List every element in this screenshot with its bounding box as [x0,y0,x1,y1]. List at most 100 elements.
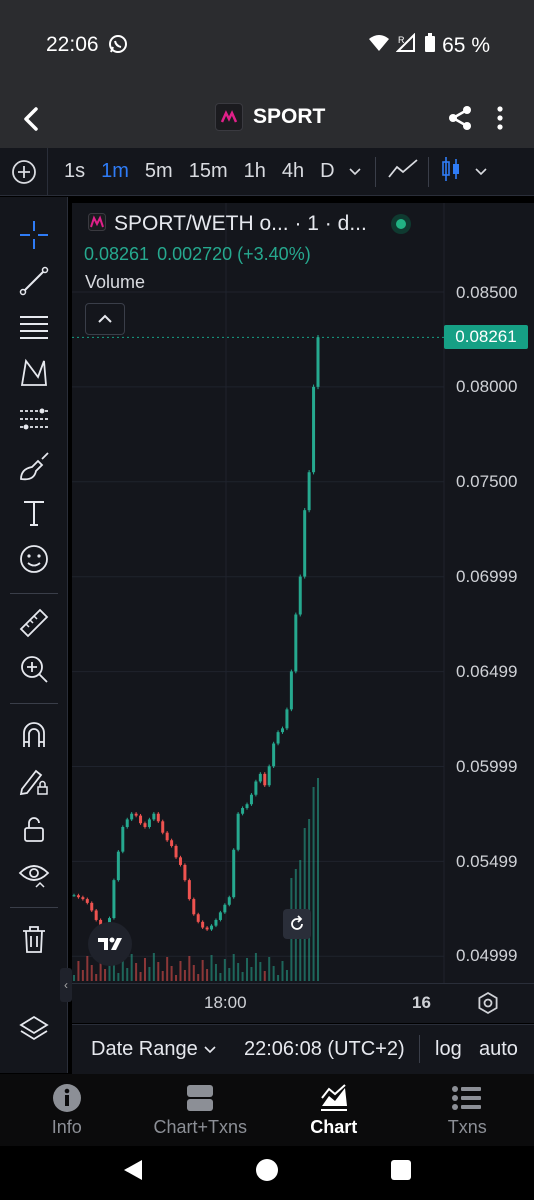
share-button[interactable] [446,104,474,137]
candle-body [258,773,262,782]
candle-body [165,832,169,841]
volume-bar [104,969,107,981]
time-axis[interactable]: 18:00 16 [72,983,534,1023]
candle-body [205,927,209,930]
timeframe-5m[interactable]: 5m [144,160,173,182]
layers-icon[interactable] [14,1009,54,1049]
brush-icon[interactable] [14,447,54,487]
volume-bar [214,964,217,981]
back-button[interactable] [14,102,48,136]
nav-tab-txns[interactable]: Txns [401,1074,534,1146]
timeframe-1h[interactable]: 1h [243,160,266,182]
timeframe-dropdown-icon[interactable] [349,163,361,181]
timezone-clock[interactable]: 22:06:08 (UTC+2) [244,1038,405,1060]
status-time: 22:06 [46,33,99,56]
unlock-icon[interactable] [14,809,54,849]
volume-bar [192,965,195,981]
candle-body [227,897,231,905]
split-view-icon [186,1083,214,1113]
settings-gear-icon[interactable] [476,991,500,1020]
timeframe-15m[interactable]: 15m [188,160,228,182]
chart-type-dropdown-icon[interactable] [475,163,487,181]
system-back-icon[interactable] [122,1158,144,1187]
info-icon [52,1083,82,1113]
volume-bar [157,962,160,981]
system-recents-icon[interactable] [390,1159,412,1186]
candle-body [249,794,253,805]
legend-change: 0.002720 (+3.40%) [157,244,311,264]
timeframe-4h[interactable]: 4h [281,160,305,182]
candle-body [116,851,120,881]
volume-bar [86,956,89,981]
crosshair-icon[interactable] [14,215,54,255]
zoom-in-icon[interactable] [14,649,54,689]
trend-line-icon[interactable] [14,261,54,301]
volume-bar [112,964,115,981]
svg-text:R: R [398,35,405,45]
candle-body [272,743,276,767]
price-tick: 0.06499 [456,662,518,681]
visibility-icon[interactable] [14,855,54,895]
fib-retracement-icon[interactable] [14,307,54,347]
candle-body [285,709,289,729]
volume-bar [148,967,151,981]
list-icon [452,1083,482,1113]
tool-divider [10,907,58,908]
magnet-icon[interactable] [14,715,54,755]
volume-bar [237,963,240,981]
collapse-legend-button[interactable] [85,303,125,335]
volume-bar [166,957,169,981]
candle-body [307,472,311,511]
system-home-icon[interactable] [255,1158,279,1187]
timeframe-1s[interactable]: 1s [64,160,86,182]
log-scale-toggle[interactable]: log [435,1038,462,1060]
add-symbol-button[interactable] [0,147,48,196]
volume-bar [232,954,235,981]
pattern-icon[interactable] [14,353,54,393]
candlestick-type-icon[interactable] [441,155,461,188]
emoji-icon[interactable] [14,539,54,579]
price-tick: 0.06999 [456,567,518,586]
more-menu-button[interactable] [494,104,506,137]
candle-body [281,728,285,733]
price-tick: 0.07500 [456,472,518,491]
volume-bar [139,972,142,981]
candle-body [223,904,227,913]
candle-body [174,845,178,858]
tradingview-logo[interactable] [88,922,132,966]
chart-legend: SPORT/WETH o... · 1 · d... [88,212,411,236]
nav-tab-chart-txns[interactable]: Chart+Txns [134,1074,268,1146]
bottom-navigation: Info Chart+Txns Chart Txns [0,1074,534,1146]
candle-body [143,823,147,827]
auto-scale-toggle[interactable]: auto [479,1038,518,1060]
ruler-icon[interactable] [14,603,54,643]
volume-bar [312,787,315,981]
candle-body [156,813,160,822]
volume-bar [210,955,213,981]
reset-chart-button[interactable] [283,909,311,939]
toolbar-collapse-tab[interactable]: ‹ [60,968,72,1002]
indicator-line-icon[interactable] [387,158,418,185]
prediction-icon[interactable] [14,399,54,439]
volume-bar [303,828,306,981]
candle-body [192,899,196,915]
trash-icon[interactable] [14,919,54,959]
date-range-button[interactable]: Date Range [91,1038,216,1061]
nav-tab-chart[interactable]: Chart [267,1074,401,1146]
nav-tab-info[interactable]: Info [0,1074,134,1146]
last-price-tag: 0.08261 [444,325,528,349]
volume-bar [170,966,173,981]
volume-bar [223,959,226,981]
text-tool-icon[interactable] [14,493,54,533]
candle-body [139,815,143,824]
candle-body [294,614,298,672]
system-navigation [0,1146,534,1200]
timeframe-d[interactable]: D [320,160,335,182]
volume-bar [77,961,80,981]
candle-body [121,826,125,852]
chart-bottom-bar: Date Range 22:06:08 (UTC+2) log auto [72,1024,534,1074]
lock-drawing-icon[interactable] [14,761,54,801]
candle-body [152,813,156,820]
status-bar: 22:06 R 65 % [0,0,534,90]
timeframe-1m[interactable]: 1m [101,160,129,182]
